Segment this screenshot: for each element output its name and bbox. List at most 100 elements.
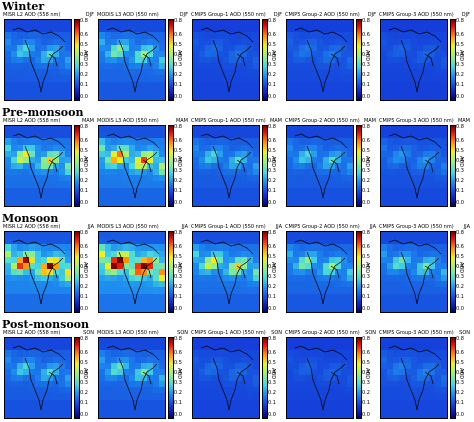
panel-title: CMIP5 Group-2 AOD (550 nm): [285, 12, 360, 18]
aod-map: [98, 19, 166, 101]
colorbar-tick-label: 0.2: [268, 178, 276, 184]
colorbar-tick-label: 0.4: [268, 158, 276, 164]
colorbar-tick-label: 0.3: [174, 62, 182, 68]
map-panel-3-3: CMIP5 Group-2 AOD (550 nm) SON 0.8 0.6 0.5 0.…: [284, 330, 378, 419]
aod-map: [98, 337, 166, 419]
colorbar-tick-label: 0.3: [362, 168, 370, 174]
colorbar-tick-label: 0.2: [456, 178, 464, 184]
colorbar-tick-label: 0.1: [362, 294, 370, 300]
colorbar-tick-label: 0.1: [268, 400, 276, 406]
colorbar-tick-label: 0.6: [456, 138, 464, 144]
colorbar-tick-label: 0.6: [80, 32, 88, 38]
aod-map: [286, 337, 354, 419]
colorbar-tick-label: 0.4: [174, 264, 182, 270]
panel-title: CMIP5 Group-3 AOD (550 nm): [379, 118, 454, 124]
colorbar-label: AOD: [82, 262, 88, 274]
colorbar-tick-label: 0.8: [456, 124, 464, 130]
panel-season-code: DJF: [273, 12, 282, 18]
colorbar-ticks: 0.8 0.6 0.5 0.4 0.3 0.2 0.1 0.0: [174, 229, 184, 313]
colorbar-tick-label: 0.1: [80, 400, 88, 406]
colorbar-tick-label: 0.4: [362, 158, 370, 164]
colorbar-tick-label: 0.0: [456, 306, 464, 312]
colorbar-ticks: 0.8 0.6 0.5 0.4 0.3 0.2 0.1 0.0: [80, 17, 90, 101]
panel-title: CMIP5 Group-3 AOD (550 nm): [379, 330, 454, 336]
season-title-monsoon: Monsoon: [2, 212, 59, 225]
colorbar-tick-label: 0.2: [80, 390, 88, 396]
colorbar-tick-label: 0.2: [174, 72, 182, 78]
map-panel-0-1: MODIS L3 AOD (550 nm) DJF 0.8 0.6 0.5 0.4 0.3 0…: [96, 12, 190, 101]
colorbar-tick-label: 0.8: [80, 336, 88, 342]
colorbar-ticks: 0.8 0.6 0.5 0.4 0.3 0.2 0.1 0.0: [362, 229, 372, 313]
colorbar-tick-label: 0.4: [268, 370, 276, 376]
colorbar-ticks: 0.8 0.6 0.5 0.4 0.3 0.2 0.1 0.0: [362, 335, 372, 419]
colorbar: [74, 337, 80, 419]
colorbar-tick-label: 0.8: [362, 18, 370, 24]
colorbar-tick-label: 0.8: [80, 18, 88, 24]
map-panel-1-3: CMIP5 Group-2 AOD (550 nm) MAM 0.8 0.6 0.5 0.…: [284, 118, 378, 207]
colorbar-tick-label: 0.1: [80, 188, 88, 194]
season-title-winter: Winter: [2, 0, 45, 13]
colorbar-label: AOD: [364, 156, 370, 168]
panel-season-code: DJF: [461, 12, 470, 18]
colorbar-ticks: 0.8 0.6 0.5 0.4 0.3 0.2 0.1 0.0: [268, 17, 278, 101]
colorbar-tick-label: 0.8: [268, 336, 276, 342]
colorbar: [262, 19, 268, 101]
colorbar-tick-label: 0.2: [362, 178, 370, 184]
season-title-premonsoon: Pre-monsoon: [2, 106, 84, 119]
colorbar-label: AOD: [176, 50, 182, 62]
colorbar-ticks: 0.8 0.6 0.5 0.4 0.3 0.2 0.1 0.0: [456, 229, 466, 313]
panel-title: CMIP5 Group-3 AOD (550 nm): [379, 12, 454, 18]
colorbar-tick-label: 0.4: [268, 264, 276, 270]
colorbar-tick-label: 0.1: [268, 294, 276, 300]
colorbar-label: AOD: [458, 262, 464, 274]
colorbar-tick-label: 0.5: [268, 254, 276, 260]
colorbar-tick-label: 0.4: [456, 158, 464, 164]
colorbar-tick-label: 0.2: [456, 390, 464, 396]
colorbar-tick-label: 0.5: [80, 360, 88, 366]
colorbar-tick-label: 0.3: [174, 274, 182, 280]
colorbar-tick-label: 0.6: [362, 32, 370, 38]
colorbar-ticks: 0.8 0.6 0.5 0.4 0.3 0.2 0.1 0.0: [456, 17, 466, 101]
colorbar-tick-label: 0.5: [362, 360, 370, 366]
colorbar-tick-label: 0.5: [174, 42, 182, 48]
colorbar-tick-label: 0.0: [80, 200, 88, 206]
colorbar-tick-label: 0.2: [362, 72, 370, 78]
panel-season-code: JJA: [369, 224, 376, 230]
panel-title: CMIP5 Group-2 AOD (550 nm): [285, 330, 360, 336]
colorbar-tick-label: 0.4: [80, 264, 88, 270]
aod-map: [380, 19, 448, 101]
colorbar-tick-label: 0.5: [456, 360, 464, 366]
colorbar-tick-label: 0.3: [456, 62, 464, 68]
colorbar-tick-label: 0.5: [268, 360, 276, 366]
colorbar-tick-label: 0.5: [80, 254, 88, 260]
colorbar-tick-label: 0.3: [268, 380, 276, 386]
panel-title: CMIP5 Group-2 AOD (550 nm): [285, 224, 360, 230]
colorbar-tick-label: 0.6: [80, 244, 88, 250]
aod-map: [380, 125, 448, 207]
panel-season-code: MAM: [457, 118, 470, 124]
map-panel-3-4: CMIP5 Group-3 AOD (550 nm) SON 0.8 0.6 0.5 0.…: [378, 330, 472, 419]
map-panel-0-2: CMIP5 Group-1 AOD (550 nm) DJF 0.8 0.6 0.5 0.…: [190, 12, 284, 101]
colorbar: [356, 337, 362, 419]
panel-season-code: JJA: [181, 224, 188, 230]
colorbar-tick-label: 0.3: [362, 62, 370, 68]
colorbar-ticks: 0.8 0.6 0.5 0.4 0.3 0.2 0.1 0.0: [456, 335, 466, 419]
colorbar-label: AOD: [176, 262, 182, 274]
colorbar-tick-label: 0.4: [80, 158, 88, 164]
colorbar-tick-label: 0.6: [456, 350, 464, 356]
colorbar-ticks: 0.8 0.6 0.5 0.4 0.3 0.2 0.1 0.0: [268, 229, 278, 313]
colorbar: [74, 125, 80, 207]
panel-season-code: JJA: [463, 224, 470, 230]
colorbar-tick-label: 0.3: [80, 62, 88, 68]
colorbar-tick-label: 0.5: [456, 254, 464, 260]
map-panel-1-1: MODIS L3 AOD (550 nm) MAM 0.8 0.6 0.5 0.4 0.3 0…: [96, 118, 190, 207]
colorbar-tick-label: 0.3: [268, 274, 276, 280]
colorbar: [450, 19, 456, 101]
colorbar: [450, 337, 456, 419]
colorbar-tick-label: 0.8: [80, 124, 88, 130]
colorbar-tick-label: 0.4: [362, 370, 370, 376]
panel-title: MODIS L3 AOD (550 nm): [97, 330, 159, 336]
colorbar-tick-label: 0.1: [362, 188, 370, 194]
aod-map: [4, 125, 72, 207]
panel-season-code: DJF: [179, 12, 188, 18]
